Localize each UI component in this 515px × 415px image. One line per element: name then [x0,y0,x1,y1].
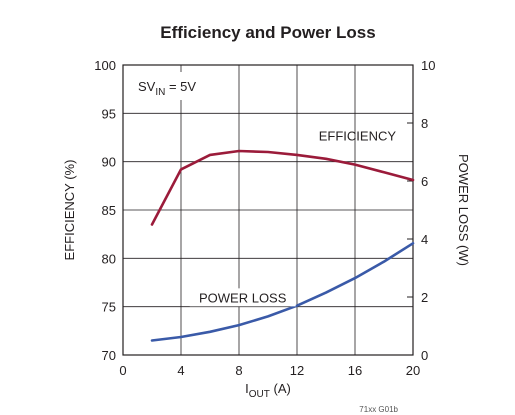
plot-frame [122,64,414,356]
chart-title: Efficiency and Power Loss [160,23,375,42]
grid-lines [123,65,413,355]
right-y-tick-label: 8 [421,116,428,131]
x-axis-label: IOUT (A) [245,381,291,400]
series-layer: EFFICIENCY POWER LOSS [150,128,415,342]
power-loss-line [150,242,415,342]
power-loss-series-label: POWER LOSS [199,290,287,305]
x-tick-label: 0 [119,363,126,378]
right-y-tick-label: 10 [421,58,435,73]
left-axis-ticks: 70 75 80 85 90 95 100 [94,58,116,363]
left-y-tick-label: 75 [102,300,116,315]
right-axis-label: POWER LOSS (W) [456,154,471,266]
left-y-tick-label: 80 [102,251,116,266]
left-y-tick-label: 100 [94,58,116,73]
x-tick-label: 8 [235,363,242,378]
left-y-tick-label: 90 [102,155,116,170]
x-tick-label: 4 [177,363,184,378]
figure-footnote: 71xx G01b [359,405,398,414]
right-axis-ticks: 0 2 4 6 8 10 [407,58,435,363]
left-y-tick-label: 85 [102,203,116,218]
left-axis-label: EFFICIENCY (%) [62,160,77,261]
efficiency-line [150,149,415,226]
x-axis-ticks: 0 4 8 12 16 20 [119,363,420,378]
x-tick-label: 12 [290,363,304,378]
left-y-tick-label: 95 [102,106,116,121]
input-voltage-annotation: SVIN = 5V [138,79,196,98]
x-tick-label: 20 [406,363,420,378]
right-y-tick-label: 4 [421,232,428,247]
power-loss-label-background [189,288,296,307]
right-y-tick-label: 2 [421,290,428,305]
annotation-background [131,72,213,100]
efficiency-series-label: EFFICIENCY [319,128,397,143]
right-y-tick-label: 6 [421,174,428,189]
left-y-tick-label: 70 [102,348,116,363]
right-y-tick-label: 0 [421,348,428,363]
x-tick-label: 16 [348,363,362,378]
